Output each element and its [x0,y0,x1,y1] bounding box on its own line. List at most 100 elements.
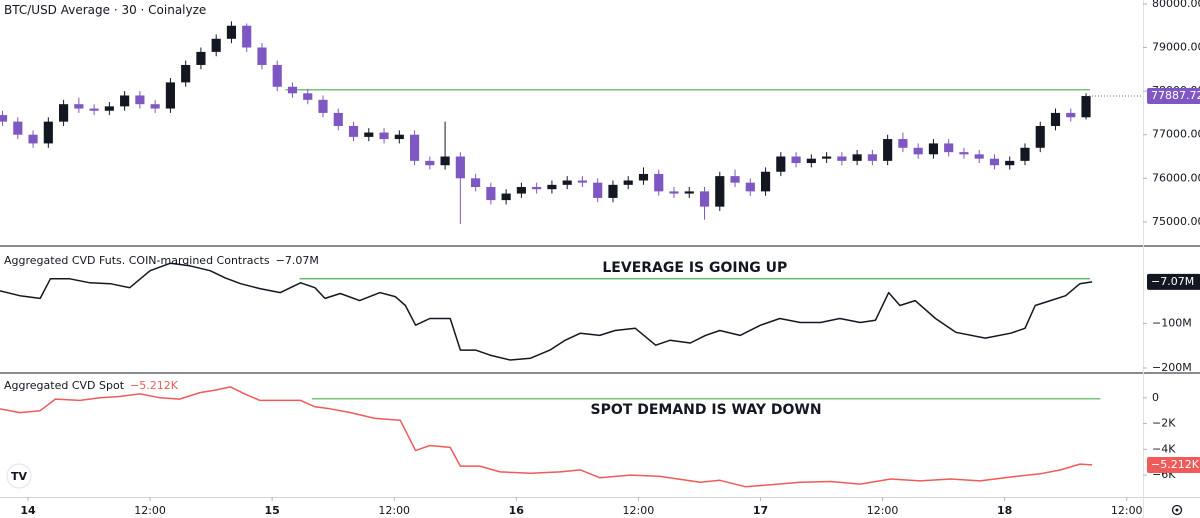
pane-title: Aggregated CVD Futs. COIN-margined Contr… [4,254,319,267]
candle-body [1035,125,1045,148]
candle-body [730,176,740,183]
y-tick-label: 79000.00 [1152,41,1200,54]
candle-body [593,182,603,198]
candle-body [944,143,954,153]
x-tick-label: 15 [264,504,279,517]
pane-title-text: Aggregated CVD Spot [4,379,125,392]
candle-body [226,25,237,39]
y-tick-label: 0 [1152,391,1159,404]
y-tick-label: 80000.00 [1152,0,1200,10]
candle-body [272,64,282,87]
candle-body [638,173,649,181]
pane-title-value: −5.212K [130,379,179,392]
candle-body [425,160,435,166]
candle-body [89,108,99,111]
candle-body [394,134,404,140]
candle-body [211,38,221,52]
candle-body [898,139,908,148]
candle-body [715,176,725,207]
y-tick-label: 76000.00 [1152,171,1200,184]
candle-body [623,180,633,185]
candle-body [577,180,588,183]
candle-body [1020,147,1030,161]
candle-body [181,64,191,83]
pane-title: BTC/USD Average · 30 · Coinalyze [4,3,206,17]
candle-body [669,191,679,194]
candle-body [303,93,313,100]
candle-body [1050,112,1061,126]
candle-body [791,156,801,164]
candle-body [379,132,389,140]
candle-body [409,134,420,161]
y-tick-label: −4K [1152,442,1176,455]
pane-title-text: BTC/USD Average · 30 · Coinalyze [4,3,206,17]
candle-body [165,82,175,109]
x-tick-label: 12:00 [867,504,899,517]
last-value-label: −5.212K [1151,458,1200,471]
x-tick-label: 12:00 [378,504,410,517]
candle-body [318,99,328,113]
candle-body [959,152,969,155]
candle-body [348,125,359,137]
candle-body [776,156,786,172]
candle-body [74,104,84,109]
pane-title-text: Aggregated CVD Futs. COIN-margined Contr… [4,254,270,267]
candle-body [852,154,862,161]
candle-body [928,143,939,155]
candle-body [989,158,1000,166]
last-value-box [1147,273,1200,290]
candle-body [516,187,526,194]
cvd-line [0,386,1093,488]
candle-body [364,132,374,137]
y-tick-label: 75000.00 [1152,215,1200,228]
x-tick-label: 14 [20,504,36,517]
pane-title: Aggregated CVD Spot −5.212K [4,379,179,392]
candle-body [867,154,877,161]
svg-text:TV: TV [11,470,28,483]
candle-body [104,106,114,111]
annotation: LEVERAGE IS GOING UP [602,260,787,276]
candle-body [501,193,511,201]
last-value-label: 77887.72 [1151,89,1200,102]
annotation: SPOT DEMAND IS WAY DOWN [591,402,822,418]
candle-body [684,191,694,194]
x-tick-label: 12:00 [134,504,166,517]
candle-body [135,95,145,105]
candle-body [287,86,298,94]
settings-icon[interactable] [1171,504,1183,516]
cvd-line [0,262,1093,361]
candle-body [59,104,69,122]
candle-body [0,115,8,122]
candle-body [883,139,893,161]
last-value-label: −7.07M [1151,275,1194,288]
candle-body [13,121,23,135]
x-tick-label: 12:00 [1111,504,1143,517]
candle-body [974,154,984,159]
candle-body [242,25,252,48]
pane-title-value: −7.07M [276,254,319,267]
candle-body [699,191,710,207]
candle-body [120,95,130,107]
candle-body [532,187,542,190]
candle-body [486,187,496,201]
tv-logo: TV [6,463,32,489]
candle-body [196,51,206,65]
candle-body [760,171,771,192]
candle-body [745,182,755,192]
y-tick-label: −100M [1152,316,1192,329]
candle-body [471,178,481,188]
candle-body [440,156,450,166]
last-value-box [1147,456,1200,473]
x-tick-label: 18 [997,504,1012,517]
candle-body [562,180,572,185]
x-tick-label: 12:00 [623,504,655,517]
candle-body [1005,160,1015,166]
candle-body [150,104,160,109]
candle-body [1081,96,1091,118]
candle-body [28,134,38,144]
candle-body [257,47,267,65]
candle-body [913,147,923,155]
y-tick-label: −2K [1152,417,1176,430]
